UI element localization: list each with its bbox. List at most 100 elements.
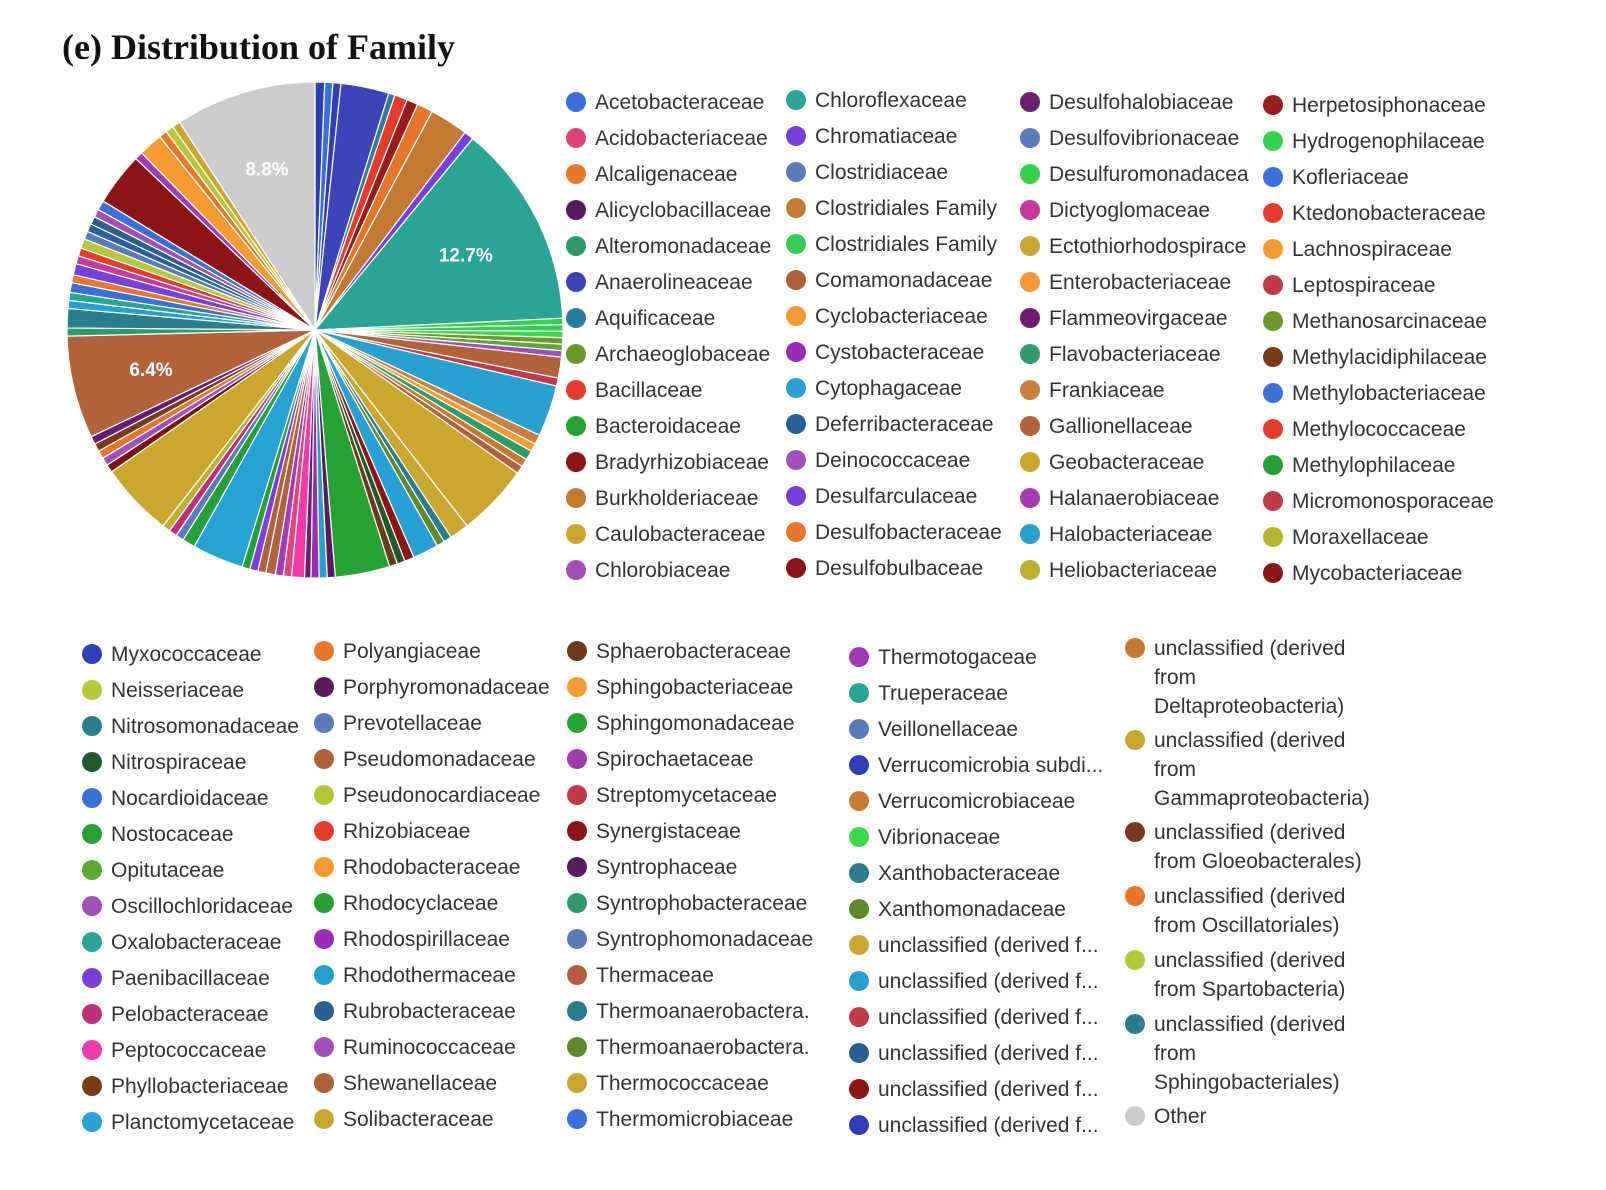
legend-swatch (1263, 275, 1283, 295)
legend-swatch (786, 450, 806, 470)
legend-label: unclassified (derived from Sphingobacter… (1154, 1013, 1346, 1094)
legend-label: Alcaligenaceae (595, 163, 738, 186)
legend-label: Other (1154, 1105, 1207, 1128)
legend-swatch (82, 896, 102, 916)
legend-label: Chloroflexaceae (815, 89, 967, 112)
legend-swatch (849, 791, 869, 811)
legend-swatch (786, 342, 806, 362)
legend-swatch (567, 677, 587, 697)
legend-swatch (314, 785, 334, 805)
legend-item: Nostocaceae (82, 820, 234, 849)
legend-label: unclassified (derived from Deltaproteoba… (1154, 637, 1346, 718)
legend-swatch (1263, 167, 1283, 187)
legend-swatch (567, 1073, 587, 1093)
legend-item: unclassified (derived from Oscillatorial… (1125, 882, 1345, 940)
legend-item: Rhodothermaceae (314, 961, 516, 990)
legend-swatch (314, 929, 334, 949)
legend-swatch (1020, 92, 1040, 112)
legend-swatch (567, 641, 587, 661)
legend-label: Aquificaceae (595, 307, 716, 330)
legend-label: Synergistaceae (596, 820, 741, 843)
legend-label: Pelobacteraceae (111, 1003, 269, 1026)
legend-swatch (566, 344, 586, 364)
legend-label: Paenibacillaceae (111, 967, 270, 990)
legend-label: unclassified (derived f... (878, 1114, 1099, 1137)
legend-label: Solibacteraceae (343, 1108, 494, 1131)
legend-label: unclassified (derived from Spartobacteri… (1154, 949, 1346, 1001)
legend-item: Thermotogaceae (849, 643, 1037, 672)
legend-label: unclassified (derived from Oscillatorial… (1154, 885, 1346, 937)
legend-item: Verrucomicrobiaceae (849, 787, 1075, 816)
legend-item: Spirochaetaceae (567, 745, 754, 774)
legend-item: unclassified (derived from Gammaproteoba… (1125, 726, 1370, 813)
legend-label: Acidobacteriaceae (595, 127, 768, 150)
legend-item: Desulfovibrionaceae (1020, 124, 1239, 153)
legend-label: Spirochaetaceae (596, 748, 754, 771)
legend-swatch (314, 893, 334, 913)
legend-label: Nocardioidaceae (111, 787, 269, 810)
legend-item: Shewanellaceae (314, 1069, 497, 1098)
pie-slice (178, 81, 316, 333)
legend-item: Syntrophobacteraceae (567, 889, 807, 918)
slice-data-label: 8.8% (245, 159, 288, 180)
legend-label: Rhodocyclaceae (343, 892, 499, 915)
legend-label: Rhodobacteraceae (343, 856, 521, 879)
legend-swatch (786, 126, 806, 146)
legend-label: Desulfohalobiaceae (1049, 91, 1234, 114)
legend-item: Xanthobacteraceae (849, 859, 1060, 888)
legend-swatch (314, 749, 334, 769)
legend-label: Peptococcaceae (111, 1039, 267, 1062)
legend-label: Cystobacteraceae (815, 341, 985, 364)
legend-label: Sphingomonadaceae (596, 712, 795, 735)
legend-swatch (314, 1037, 334, 1057)
legend-swatch (567, 785, 587, 805)
legend-item: Mycobacteriaceae (1263, 559, 1462, 588)
legend-item: Rhodocyclaceae (314, 889, 498, 918)
legend-swatch (1020, 380, 1040, 400)
legend-label: Syntrophomonadaceae (596, 928, 814, 951)
legend-swatch (786, 90, 806, 110)
legend-label: Thermoanaerobactera. (596, 1036, 810, 1059)
legend-swatch (82, 1112, 102, 1132)
legend-item: Vibrionaceae (849, 823, 1000, 852)
legend-item: Desulfobacteraceae (786, 518, 1002, 547)
legend-label: Thermococcaceae (596, 1072, 769, 1095)
legend-label: Anaerolineaceae (595, 271, 753, 294)
legend-swatch (567, 1001, 587, 1021)
legend-swatch (82, 716, 102, 736)
legend-label: Thermomicrobiaceae (596, 1108, 794, 1131)
legend-item: Streptomycetaceae (567, 781, 777, 810)
legend-label: Streptomycetaceae (596, 784, 777, 807)
legend-swatch (1125, 730, 1145, 750)
legend-swatch (1263, 311, 1283, 331)
legend-item: Ectothiorhodospirace (1020, 232, 1246, 261)
legend-item: Pseudomonadaceae (314, 745, 536, 774)
pie-slice (313, 137, 564, 331)
legend-swatch (314, 1001, 334, 1021)
legend-swatch (786, 270, 806, 290)
legend-item: Herpetosiphonaceae (1263, 91, 1486, 120)
legend-item: Kofleriaceae (1263, 163, 1409, 192)
legend-item: Rhodobacteraceae (314, 853, 520, 882)
legend-label: Chlorobiaceae (595, 559, 731, 582)
legend-label: Halanaerobiaceae (1049, 487, 1220, 510)
legend-item: Alicyclobacillaceae (566, 196, 771, 225)
legend-label: Caulobacteraceae (595, 523, 766, 546)
legend-swatch (849, 899, 869, 919)
legend-label: Methylacidiphilaceae (1292, 346, 1487, 369)
legend-swatch (1020, 452, 1040, 472)
legend-swatch (1125, 638, 1145, 658)
legend-label: Nitrosomonadaceae (111, 715, 299, 738)
legend-label: Clostridiales Family (815, 233, 998, 256)
legend-label: Vibrionaceae (878, 826, 1001, 849)
legend-swatch (82, 644, 102, 664)
legend-swatch (82, 788, 102, 808)
legend-item: Rhodospirillaceae (314, 925, 510, 954)
legend-item: Polyangiaceae (314, 637, 481, 666)
legend-swatch (314, 1109, 334, 1129)
legend-swatch (1125, 1106, 1145, 1126)
legend-label: Chromatiaceae (815, 125, 958, 148)
legend-swatch (1020, 344, 1040, 364)
legend-item: Sphingobacteriaceae (567, 673, 793, 702)
legend-label: Nostocaceae (111, 823, 234, 846)
